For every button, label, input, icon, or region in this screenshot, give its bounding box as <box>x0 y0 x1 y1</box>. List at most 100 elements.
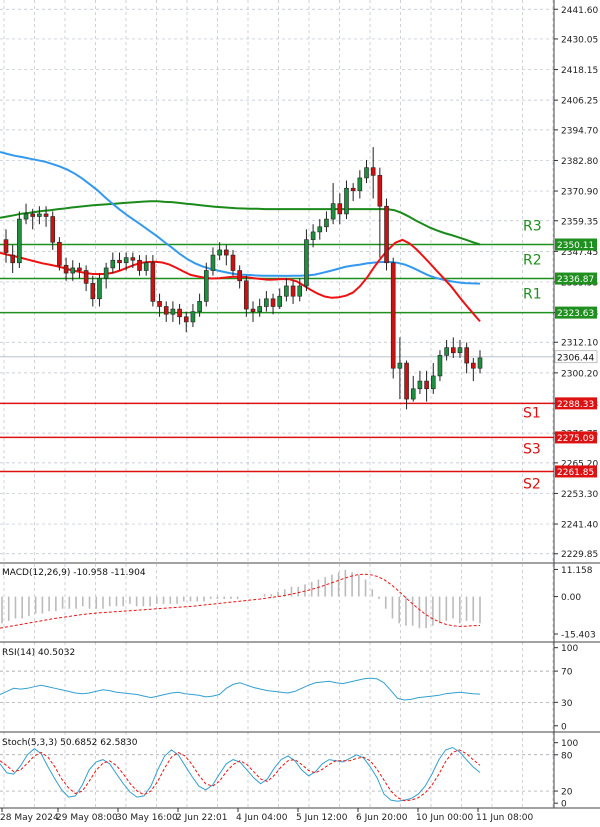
level-price-label: 2323.63 <box>557 309 594 319</box>
level-name-s3: S3 <box>523 441 541 457</box>
level-name-r1: R1 <box>523 287 542 303</box>
time-tick-label: 30 May 16:00 <box>116 813 178 823</box>
stoch-label: Stoch(5,3,3) 50.6852 62.5830 <box>2 738 138 748</box>
level-name-r2: R2 <box>523 253 542 269</box>
candle-body <box>477 357 483 369</box>
level-price-tag <box>555 465 597 478</box>
rsi-tick-label: 100 <box>561 644 578 654</box>
candle-body <box>130 257 136 261</box>
candle-body <box>43 213 49 217</box>
candle-body <box>3 239 9 253</box>
candle-body <box>284 285 289 297</box>
level-price-label: 2261.85 <box>557 468 594 478</box>
candle-body <box>17 218 22 264</box>
candle-body <box>157 301 162 307</box>
rsi-tick-label: 0 <box>561 722 567 732</box>
candle-body <box>250 308 256 312</box>
price-tick-label: 2241.40 <box>561 521 598 531</box>
current-price-tag <box>554 350 598 364</box>
time-tick-label: 2 Jun 22:01 <box>176 813 227 823</box>
candle-body <box>337 203 343 215</box>
candle-body <box>63 265 69 274</box>
candle-body <box>464 347 469 364</box>
price-tick-label: 2430.05 <box>561 35 598 45</box>
candle-body <box>244 280 249 310</box>
candle-body <box>163 306 169 315</box>
level-price-tag <box>555 272 597 285</box>
candle-body <box>77 267 82 271</box>
level-price-tag <box>555 431 597 444</box>
stoch-tick-label: 0 <box>561 800 567 810</box>
current-price-label: 2306.44 <box>557 353 594 363</box>
candle-body <box>297 285 303 297</box>
time-tick-label: 29 May 08:00 <box>56 813 118 823</box>
level-price-label: 2350.11 <box>557 241 594 251</box>
stoch-tick-label: 80 <box>561 751 573 761</box>
price-tick-label: 2370.90 <box>561 188 598 198</box>
time-tick-label: 4 Jun 04:00 <box>236 813 288 823</box>
rsi-line <box>0 677 481 701</box>
candle-body <box>150 262 156 302</box>
macd-label: MACD(12,26,9) -10.958 -11.904 <box>2 568 146 578</box>
candle-body <box>57 241 62 266</box>
candle-body <box>324 218 329 228</box>
level-price-tag <box>555 397 597 410</box>
stoch-k-line <box>0 746 481 802</box>
rsi-panel <box>0 670 554 703</box>
macd-signal-line <box>0 573 481 629</box>
level-name-s2: S2 <box>523 476 541 492</box>
candle-body <box>330 203 336 220</box>
price-axis: 2441.60 2430.05 2418.15 2406.25 2394.70 2382.… <box>554 6 598 810</box>
candle-body <box>364 167 369 179</box>
candle-body <box>304 239 309 287</box>
candle-body <box>270 298 276 307</box>
rsi-tick-label: 70 <box>561 668 573 678</box>
candle-body <box>390 262 396 369</box>
stoch-tick-label: 20 <box>561 788 573 798</box>
candle-body <box>357 177 363 192</box>
candle-body <box>103 267 109 279</box>
stoch-tick-label: 100 <box>561 739 578 749</box>
candlesticks <box>3 147 483 410</box>
candle-body <box>30 213 36 217</box>
candle-body <box>217 249 222 256</box>
candle-body <box>83 270 89 284</box>
macd-tick-label: 11.158 <box>561 566 593 576</box>
candle-body <box>177 308 182 318</box>
candle-body <box>310 231 316 240</box>
candle-body <box>410 388 416 400</box>
candle-body <box>97 277 102 300</box>
candle-body <box>123 257 129 264</box>
candle-body <box>404 362 409 400</box>
candle-body <box>90 283 96 300</box>
candle-body <box>277 295 283 307</box>
rsi-tick-label: 30 <box>561 699 573 709</box>
price-tick-label: 2418.15 <box>561 66 598 76</box>
price-tick-label: 2265.20 <box>561 459 598 469</box>
price-tick-label: 2229.85 <box>561 550 598 560</box>
support-resistance-levels: R3 R2 R1 S1 S3 S2 <box>0 219 554 492</box>
candle-body <box>344 187 349 215</box>
candle-body <box>457 347 463 354</box>
price-tick-label: 2394.70 <box>561 126 598 136</box>
level-price-label: 2336.87 <box>557 275 594 285</box>
candle-body <box>370 167 376 176</box>
candle-body <box>237 270 242 282</box>
candle-body <box>203 270 209 302</box>
macd-tick-label: -15.403 <box>561 630 596 640</box>
candle-body <box>384 205 389 264</box>
price-tick-label: 2406.25 <box>561 97 598 107</box>
macd-tick-label: 0.00 <box>561 593 581 603</box>
candle-body <box>224 249 229 256</box>
candle-body <box>170 308 176 315</box>
candle-body <box>143 262 149 271</box>
price-tick-label: 2347.45 <box>561 248 598 258</box>
price-tick-label: 2382.80 <box>561 157 598 167</box>
price-tick-label: 2441.60 <box>561 6 598 16</box>
rsi-label: RSI(14) 40.5032 <box>2 648 75 658</box>
stoch-d-line <box>0 749 481 802</box>
ma-slow-line <box>0 200 481 246</box>
price-tick-label: 2312.10 <box>561 339 598 349</box>
